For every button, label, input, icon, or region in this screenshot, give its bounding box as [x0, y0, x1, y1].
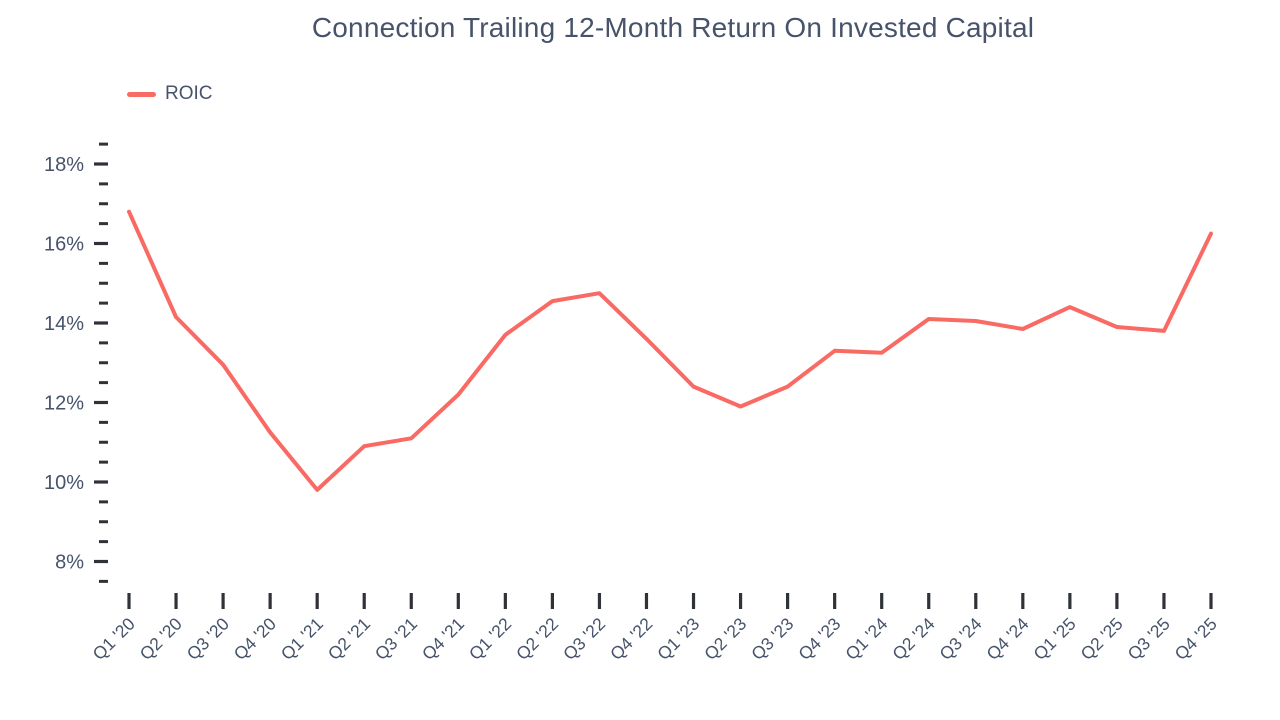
y-axis-tick-label: 18%	[44, 154, 84, 176]
x-axis-tick-label: Q3 '23	[747, 614, 797, 664]
legend-item-roic[interactable]: ROIC	[127, 83, 213, 104]
x-axis-tick-label: Q1 '23	[653, 614, 703, 664]
x-axis-tick-label: Q3 '20	[183, 613, 233, 663]
x-axis-tick-label: Q4 '21	[418, 614, 468, 664]
x-axis-tick-label: Q2 '22	[512, 614, 562, 664]
x-axis-tick-label: Q2 '20	[136, 613, 186, 663]
x-axis-tick-label: Q4 '25	[1171, 614, 1221, 664]
legend: ROIC	[127, 83, 213, 104]
x-axis-tick-label: Q3 '21	[371, 614, 421, 664]
x-axis-tick-label: Q2 '23	[700, 614, 750, 664]
x-axis-tick-label: Q3 '24	[935, 613, 985, 663]
x-axis-tick-label: Q2 '21	[324, 614, 374, 664]
legend-label: ROIC	[165, 83, 213, 104]
y-axis-tick-label: 16%	[44, 234, 84, 256]
x-axis-tick-label: Q4 '23	[794, 614, 844, 664]
x-axis-tick-label: Q1 '21	[277, 614, 327, 664]
legend-line-swatch-icon	[127, 91, 156, 97]
x-axis-tick-label: Q1 '24	[841, 613, 891, 663]
x-axis-tick-label: Q1 '25	[1029, 614, 1079, 664]
y-axis-tick-label: 10%	[44, 472, 84, 494]
x-axis-tick-label: Q3 '25	[1124, 614, 1174, 664]
x-axis-tick-label: Q4 '24	[982, 613, 1032, 663]
x-axis-tick-label: Q4 '20	[230, 613, 280, 663]
y-axis-tick-label: 14%	[44, 313, 84, 335]
x-axis-tick-label: Q2 '25	[1077, 614, 1127, 664]
chart-title: Connection Trailing 12-Month Return On I…	[311, 12, 1035, 43]
x-axis-tick-label: Q1 '20	[89, 613, 139, 663]
x-axis-tick-label: Q2 '24	[888, 613, 938, 663]
y-axis-tick-label: 12%	[44, 393, 84, 415]
x-axis-tick-label: Q3 '22	[559, 614, 609, 664]
y-axis-tick-label: 8%	[55, 552, 84, 574]
x-axis-tick-label: Q4 '22	[606, 614, 656, 664]
x-axis-tick-label: Q1 '22	[465, 614, 515, 664]
roic-series-line	[127, 209, 1213, 492]
